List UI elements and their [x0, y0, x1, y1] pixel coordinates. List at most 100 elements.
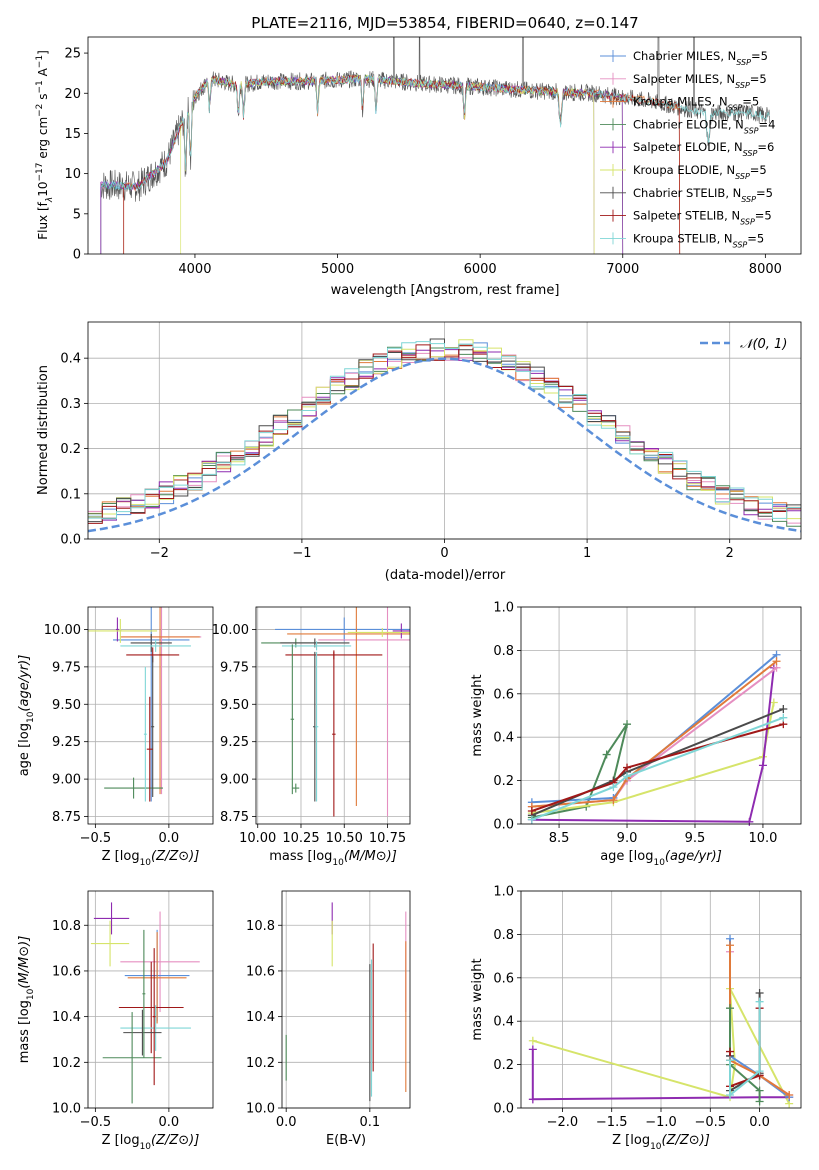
y-tick-label: 9.75 — [220, 660, 249, 675]
error-bar-ce — [292, 783, 300, 793]
residual-histogram-panel: −2 −1 0 1 2 0.0 0.1 0.2 0.3 0.4 (data-model)/erro… — [36, 321, 802, 583]
legend-label: Salpeter STELIB, NSSP=5 — [633, 209, 772, 227]
error-bar-ce — [142, 929, 146, 1058]
x-tick-label: −2.0 — [547, 1115, 579, 1130]
x-tick-label: −1 — [292, 546, 311, 561]
x-tick-label: 1 — [583, 546, 591, 561]
weight-line-ke — [531, 702, 775, 815]
x-tick-label: 0 — [440, 546, 448, 561]
x-axis-label: Z [log10(Z/Z⊙)] — [612, 1133, 710, 1152]
weight-line-se — [531, 667, 775, 823]
error-bar-km — [287, 607, 410, 807]
normal-curve — [87, 357, 802, 533]
error-bar-ks — [120, 639, 191, 652]
error-bar-se — [115, 617, 119, 642]
y-tick-label: 10.4 — [246, 1010, 275, 1025]
weight-line-ks — [531, 716, 784, 821]
legend-label: Salpeter ELODIE, NSSP=6 — [633, 140, 774, 158]
y-tick-label: 25 — [64, 47, 81, 62]
legend-label: Kroupa STELIB, NSSP=5 — [633, 231, 764, 249]
x-tick-label: 10.0 — [748, 831, 777, 846]
weight-marker — [769, 698, 778, 707]
spectrum-ylabel: Flux [fλ10−17 erg cm−2 s−1 A−1] — [35, 50, 55, 240]
y-tick-label: 5 — [73, 207, 81, 222]
spectrum-xlabel: wavelength [Angstrom, rest frame] — [331, 283, 560, 298]
y-tick-label: 0 — [73, 248, 81, 263]
y-tick-label: 0.2 — [60, 442, 81, 457]
y-tick-label: 10.00 — [212, 623, 249, 638]
error-bar-ss — [146, 696, 153, 802]
x-tick-label: −2 — [150, 546, 169, 561]
error-bar-se — [93, 902, 130, 935]
y-tick-label: 0.3 — [60, 397, 81, 412]
weight-marker — [609, 783, 618, 792]
y-tick-label: 0.8 — [493, 928, 514, 943]
weight-marker — [726, 1047, 735, 1056]
error-bar-sm — [318, 607, 410, 817]
y-tick-label: 9.00 — [220, 773, 249, 788]
weight-line-ce — [729, 1008, 761, 1102]
weight-marker — [726, 1090, 735, 1099]
x-tick-label: 2 — [726, 546, 734, 561]
weight-line-se — [531, 1049, 790, 1101]
y-tick-label: 8.75 — [220, 810, 249, 825]
error-bar-ke — [347, 627, 410, 637]
x-tick-label: 0.0 — [159, 831, 180, 846]
plot-frame — [87, 606, 214, 825]
y-axis-label: age [log10(age/yr)] — [17, 655, 36, 777]
weight-marker — [755, 1097, 764, 1106]
weight-marker — [755, 997, 764, 1006]
plot-frame — [520, 606, 802, 825]
x-tick-label: 7000 — [606, 262, 639, 277]
mass-weight-vs-z-panel: −2.0 −1.5 −1.0 −0.5 0.0 0.0 0.2 0.4 0.6 0.8 1.0 Z [… — [470, 885, 802, 1152]
x-tick-label: 8.5 — [549, 831, 570, 846]
error-bar-ss — [332, 651, 336, 817]
legend-label: Chabrier ELODIE, NSSP=4 — [633, 117, 775, 135]
error-bar-ce — [290, 644, 295, 795]
y-tick-label: 0.2 — [493, 1058, 514, 1073]
weight-marker — [745, 817, 754, 826]
histogram-ks — [88, 341, 801, 520]
y-tick-label: 9.25 — [220, 735, 249, 750]
hist-legend-label: 𝒩(0, 1) — [740, 337, 787, 352]
error-bar-cs — [130, 633, 172, 652]
error-bar-cs — [151, 656, 155, 798]
y-tick-label: 9.75 — [52, 660, 81, 675]
legend-label: Chabrier MILES, NSSP=5 — [633, 49, 768, 67]
mass-weight-vs-age-panel: 8.5 9.0 9.5 10.0 0.0 0.2 0.4 0.6 0.8 1.0 age [log1… — [470, 601, 802, 868]
spectrum-legend: Chabrier MILES, NSSP=5 Salpeter MILES, NS… — [600, 49, 775, 249]
y-tick-label: 20 — [64, 87, 81, 102]
y-tick-label: 10.8 — [246, 919, 275, 934]
weight-marker — [779, 713, 788, 722]
hist-legend: 𝒩(0, 1) — [700, 337, 787, 352]
y-tick-label: 0.4 — [493, 731, 514, 746]
y-tick-label: 9.50 — [220, 698, 249, 713]
x-axis-label: mass [log10(M/M⊙)] — [269, 849, 397, 868]
x-tick-label: 5000 — [321, 262, 354, 277]
y-tick-label: 8.75 — [52, 810, 81, 825]
y-axis-label: mass weight — [470, 674, 485, 756]
y-tick-label: 0.0 — [493, 818, 514, 833]
y-tick-label: 0.4 — [493, 1015, 514, 1030]
weight-marker — [609, 796, 618, 805]
weight-marker — [623, 772, 632, 781]
y-tick-label: 9.25 — [52, 735, 81, 750]
y-tick-label: 1.0 — [493, 601, 514, 616]
y-tick-label: 10.6 — [52, 964, 81, 979]
error-bar-ke — [88, 618, 158, 643]
weight-marker — [755, 1086, 764, 1095]
mass-vs-ebv-panel: 0.0 0.1 10.0 10.2 10.4 10.6 10.8 E(B-V) — [246, 890, 411, 1148]
y-tick-label: 10.0 — [52, 1102, 81, 1117]
weight-marker — [528, 1036, 537, 1045]
age-vs-mass-panel: 10.00 10.25 10.50 10.75 8.75 9.00 9.25 9.50 9.75… — [212, 606, 411, 868]
y-tick-label: 10.8 — [52, 919, 81, 934]
y-tick-label: 0.1 — [60, 487, 81, 502]
x-tick-label: 0.0 — [276, 1115, 297, 1130]
x-axis-label: E(B-V) — [326, 1133, 366, 1148]
weight-marker — [726, 941, 735, 950]
x-tick-label: 8000 — [749, 262, 782, 277]
error-bar-km — [127, 932, 187, 1024]
y-tick-label: 10.4 — [52, 1010, 81, 1025]
x-tick-label: −0.5 — [80, 1115, 112, 1130]
weight-marker — [779, 704, 788, 713]
